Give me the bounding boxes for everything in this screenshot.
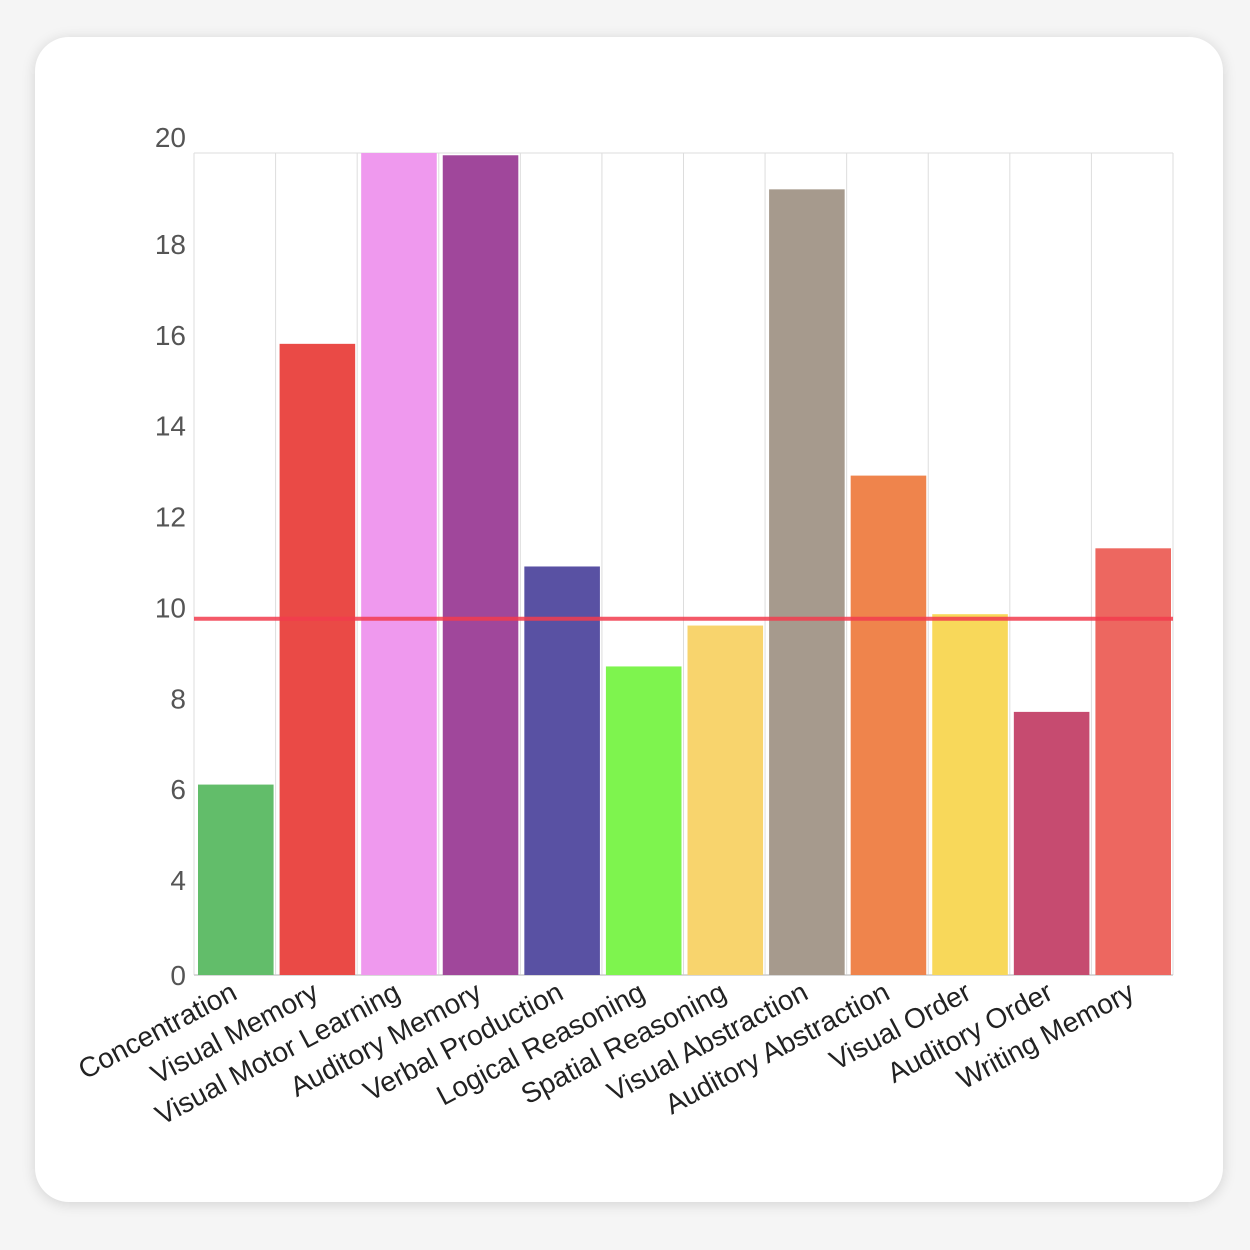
- bar: [524, 566, 600, 975]
- bar: [1013, 711, 1090, 975]
- bar: [850, 475, 927, 975]
- y-tick-label: 12: [155, 502, 186, 533]
- bar: [442, 155, 519, 976]
- y-tick-label: 18: [155, 229, 186, 260]
- y-tick-label: 4: [170, 865, 186, 896]
- bar: [605, 666, 682, 975]
- bar: [769, 189, 845, 976]
- y-tick-label: 6: [170, 774, 186, 805]
- y-tick-label: 16: [155, 320, 186, 351]
- grid: [193, 152, 1174, 976]
- y-tick-label: 10: [155, 592, 186, 623]
- bar: [687, 625, 764, 975]
- bar: [361, 153, 437, 975]
- y-tick-label: 0: [170, 960, 186, 991]
- y-tick-label: 14: [155, 411, 186, 442]
- bar: [1095, 548, 1171, 975]
- y-tick-label: 8: [170, 683, 186, 714]
- bar: [279, 343, 356, 975]
- bars: [198, 153, 1171, 976]
- y-axis-ticks: 0 4 6 8 10 12 14 16 18 20: [155, 122, 186, 991]
- bar: [198, 784, 274, 975]
- bar: [932, 614, 1008, 975]
- y-tick-label: 20: [155, 122, 186, 153]
